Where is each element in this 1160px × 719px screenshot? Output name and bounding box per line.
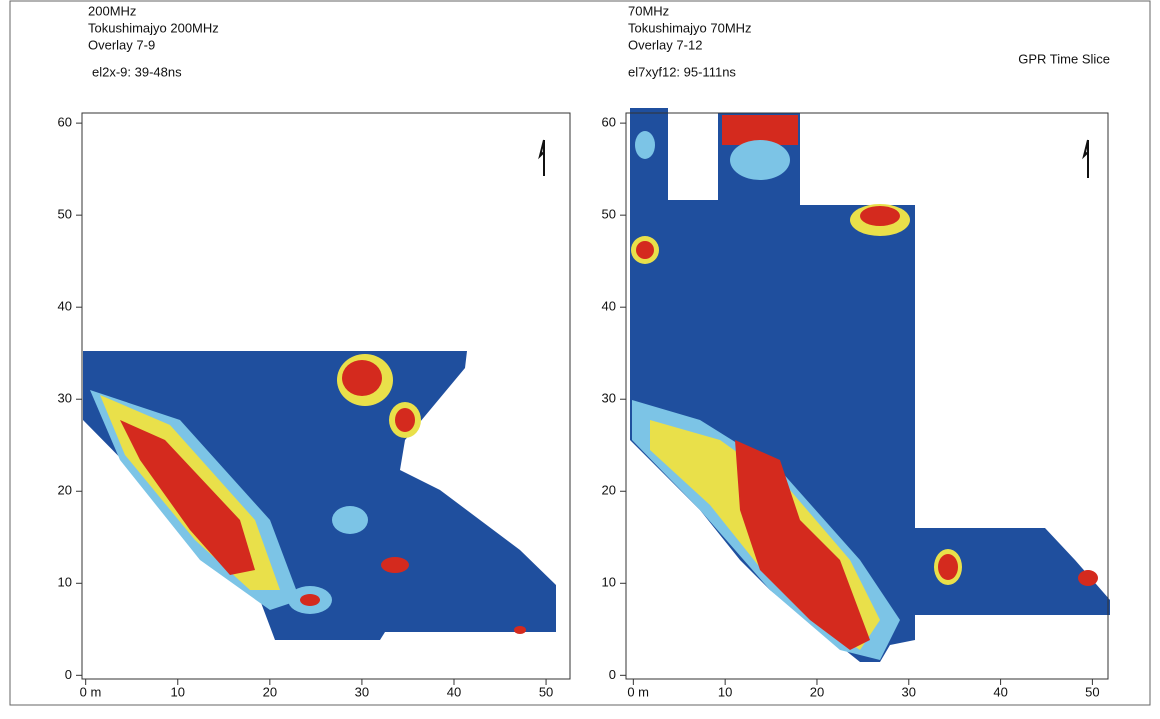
chart-title: 200MHz <box>88 3 136 18</box>
slice-image-right <box>630 108 1110 662</box>
overlay-label: Overlay 7-12 <box>628 37 702 52</box>
y-tick-label: 30 <box>602 391 616 406</box>
y-tick-label: 60 <box>58 115 72 130</box>
annotation: GPR Time Slice <box>1018 51 1110 66</box>
y-tick-label: 10 <box>602 575 616 590</box>
y-tick-label: 10 <box>58 575 72 590</box>
chart-subtitle: Tokushimajyo 70MHz <box>628 20 752 35</box>
x-tick-label: 50 <box>539 684 553 699</box>
x-tick-label: 50 <box>1085 684 1099 699</box>
y-tick-label: 50 <box>58 207 72 222</box>
x-tick-label: 0 m <box>627 684 649 699</box>
y-tick-label: 30 <box>58 391 72 406</box>
x-tick-label: 10 <box>171 684 185 699</box>
x-tick-label: 20 <box>810 684 824 699</box>
north-arrow <box>538 139 545 176</box>
slice-label: el7xyf12: 95-111ns <box>628 64 736 79</box>
chart-subtitle: Tokushimajyo 200MHz <box>88 20 219 35</box>
x-tick-label: 40 <box>447 684 461 699</box>
y-tick-label: 40 <box>602 299 616 314</box>
x-tick-label: 40 <box>993 684 1007 699</box>
y-tick-label: 60 <box>602 115 616 130</box>
plot-frame <box>81 112 571 680</box>
chart-title: 70MHz <box>628 3 669 18</box>
slice-label: el2x-9: 39-48ns <box>92 64 182 79</box>
y-tick-label: 20 <box>602 483 616 498</box>
x-tick-label: 10 <box>718 684 732 699</box>
plot-frame <box>625 112 1109 680</box>
x-tick-label: 20 <box>263 684 277 699</box>
north-arrow <box>1082 139 1089 178</box>
slice-image-left <box>83 351 556 640</box>
y-tick-label: 0 <box>65 667 72 682</box>
x-tick-label: 30 <box>355 684 369 699</box>
x-tick-label: 30 <box>902 684 916 699</box>
x-tick-label: 0 m <box>80 684 102 699</box>
y-tick-label: 40 <box>58 299 72 314</box>
y-tick-label: 50 <box>602 207 616 222</box>
y-tick-label: 0 <box>609 667 616 682</box>
y-tick-label: 20 <box>58 483 72 498</box>
overlay-label: Overlay 7-9 <box>88 37 155 52</box>
